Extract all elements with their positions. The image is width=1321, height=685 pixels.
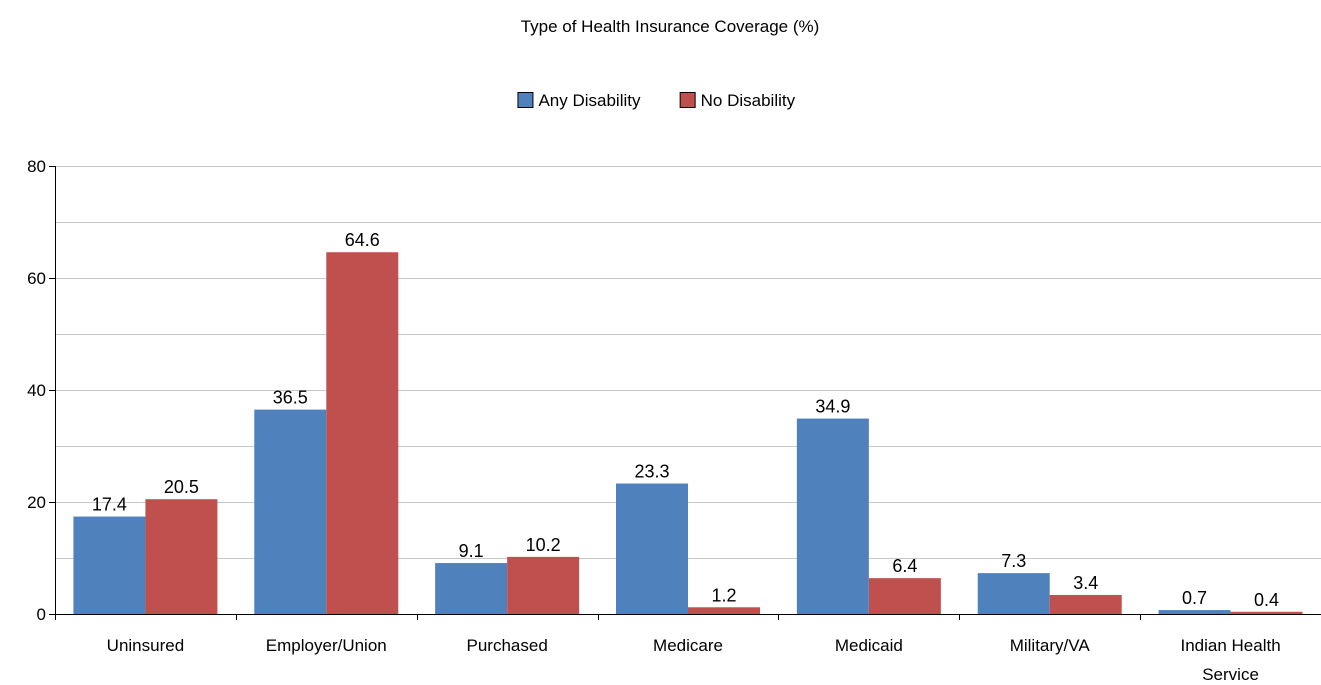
data-label: 20.5 xyxy=(164,477,199,497)
bar-any-disability xyxy=(796,418,869,614)
bar-any-disability xyxy=(1158,610,1231,614)
data-label: 0.7 xyxy=(1182,588,1207,608)
data-label: 9.1 xyxy=(459,541,484,561)
bar-any-disability xyxy=(977,573,1050,614)
x-tick-label: Service xyxy=(1202,665,1259,684)
bars xyxy=(73,252,1303,615)
data-label: 6.4 xyxy=(892,556,917,576)
bar-no-disability xyxy=(507,556,580,614)
data-label: 23.3 xyxy=(634,462,669,482)
data-label: 17.4 xyxy=(92,495,127,515)
bar-no-disability xyxy=(868,578,941,614)
bar-any-disability xyxy=(616,483,688,614)
x-tick-labels: Uninsured Employer/Union Purchased Medicare… xyxy=(107,636,1281,684)
value-labels: 17.4 20.5 36.5 64.6 9.1 10.2 23.3 1.2 34.9 6.4 7.3… xyxy=(92,230,1279,610)
legend-swatch-any-disability xyxy=(517,92,534,108)
data-label: 7.3 xyxy=(1001,551,1026,571)
legend-label-any-disability: Any Disability xyxy=(538,91,641,110)
x-tick-label: Uninsured xyxy=(107,636,185,655)
bar-any-disability xyxy=(435,563,508,614)
y-tick-label: 40 xyxy=(27,381,46,400)
data-label: 3.4 xyxy=(1073,573,1098,593)
x-tick-label: Indian Health xyxy=(1180,636,1280,655)
y-tick-label: 80 xyxy=(27,157,46,176)
x-tick-label: Medicaid xyxy=(835,636,903,655)
x-tick-label: Purchased xyxy=(467,636,548,655)
x-tick-label: Military/VA xyxy=(1010,636,1091,655)
y-tick-label: 60 xyxy=(27,269,46,288)
legend-swatch-no-disability xyxy=(679,92,696,108)
legend: Any Disability No Disability xyxy=(517,91,796,110)
x-tick-label: Medicare xyxy=(653,636,723,655)
x-tick-label: Employer/Union xyxy=(266,636,387,655)
bar-no-disability xyxy=(326,252,399,615)
data-label: 36.5 xyxy=(273,388,308,408)
legend-label-no-disability: No Disability xyxy=(701,91,796,110)
y-tick-labels: 0 20 40 60 80 xyxy=(27,157,46,624)
bar-no-disability xyxy=(1230,611,1303,614)
y-tick-label: 20 xyxy=(27,493,46,512)
chart-title: Type of Health Insurance Coverage (%) xyxy=(521,17,820,36)
data-label: 1.2 xyxy=(711,585,736,605)
y-tick-label: 0 xyxy=(37,605,46,624)
data-label: 0.4 xyxy=(1254,590,1279,610)
data-label: 64.6 xyxy=(345,230,380,250)
bar-no-disability xyxy=(145,499,218,614)
bar-any-disability xyxy=(73,516,146,614)
bar-any-disability xyxy=(254,409,327,614)
bar-no-disability xyxy=(1049,594,1122,614)
data-label: 10.2 xyxy=(526,535,561,555)
axes xyxy=(49,166,1321,620)
data-label: 34.9 xyxy=(815,397,850,417)
bar-no-disability xyxy=(688,607,760,614)
